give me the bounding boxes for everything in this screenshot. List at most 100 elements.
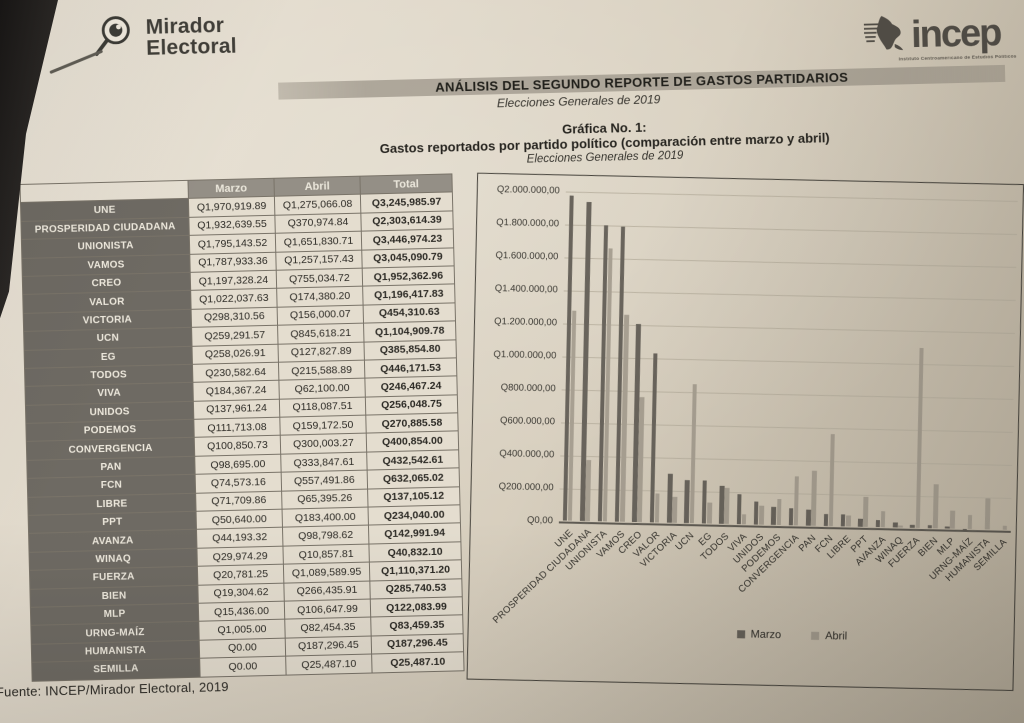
total-value-cell: Q137,105.12 <box>367 486 460 508</box>
y-tick-label: Q1.200.000,00 <box>494 316 558 329</box>
y-tick-label: Q1.400.000,00 <box>494 283 558 296</box>
marzo-value-cell: Q137,961.24 <box>193 398 280 420</box>
marzo-value-cell: Q230,582.64 <box>192 362 279 383</box>
marzo-value-cell: Q258,026.91 <box>192 343 279 365</box>
bar-marzo <box>910 524 915 528</box>
total-value-cell: Q454,310.63 <box>363 302 456 324</box>
abril-value-cell: Q370,974.84 <box>274 212 362 234</box>
abril-value-cell: Q557,491.86 <box>281 470 368 491</box>
x-axis <box>478 174 1023 185</box>
bar-abril <box>828 434 835 527</box>
abril-value-cell: Q300,003.27 <box>280 433 367 455</box>
incep-logo: incep Instituto Centroamericano de Estud… <box>863 11 1017 62</box>
marzo-value-cell: Q71,709.86 <box>195 490 283 512</box>
total-value-cell: Q632,065.02 <box>367 468 460 489</box>
bar-abril <box>811 470 817 526</box>
bar-abril <box>880 510 886 528</box>
marzo-value-cell: Q100,850.73 <box>194 435 281 457</box>
marzo-value-cell: Q29,974.29 <box>196 545 284 567</box>
marzo-value-cell: Q19,304.62 <box>197 582 285 604</box>
bar-marzo <box>875 519 881 528</box>
marzo-value-cell: Q44,193.32 <box>196 527 283 549</box>
legend-swatch-abril <box>811 631 820 640</box>
total-value-cell: Q40,832.10 <box>368 541 462 563</box>
abril-value-cell: Q127,827.89 <box>277 341 365 363</box>
marzo-value-cell: Q1,197,328.24 <box>190 270 277 291</box>
total-value-cell: Q1,104,909.78 <box>363 320 456 342</box>
total-value-cell: Q256,048.75 <box>365 394 458 416</box>
gridline <box>565 191 1018 202</box>
gridline <box>562 323 1015 334</box>
marzo-value-cell: Q259,291.57 <box>191 325 278 346</box>
y-tick-label: Q400.000,00 <box>499 448 555 461</box>
y-tick-label: Q0,00 <box>526 514 553 527</box>
y-tick-label: Q2.000.000,00 <box>496 184 560 197</box>
abril-value-cell: Q98,798.62 <box>282 525 369 546</box>
gridline <box>563 290 1016 301</box>
bar-abril <box>967 515 973 530</box>
x-axis-line <box>558 521 1011 533</box>
marzo-value-cell: Q1,005.00 <box>198 619 286 640</box>
gridline <box>560 422 1013 433</box>
abril-value-cell: Q118,087.51 <box>279 396 366 418</box>
abril-value-cell: Q65,395.26 <box>281 488 369 510</box>
abril-value-cell: Q755,034.72 <box>276 268 363 289</box>
incep-logo-text: incep <box>910 11 1001 57</box>
abril-value-cell: Q333,847.61 <box>280 451 368 473</box>
bar-marzo <box>858 518 863 527</box>
marzo-value-cell: Q0.00 <box>199 656 287 677</box>
bar-abril <box>845 515 851 527</box>
gridline <box>561 389 1014 400</box>
y-tick-label: Q1.000.000,00 <box>493 349 557 362</box>
abril-value-cell: Q1,257,157.43 <box>275 249 363 271</box>
marzo-value-cell: Q1,787,933.36 <box>189 251 277 273</box>
abril-value-cell: Q187,296.45 <box>285 635 372 657</box>
marzo-value-cell: Q111,713.08 <box>193 417 281 438</box>
abril-value-cell: Q845,618.21 <box>277 323 364 344</box>
mirador-electoral-logo: Mirador Electoral <box>87 9 237 69</box>
marzo-value-cell: Q184,367.24 <box>192 380 280 401</box>
marzo-value-cell: Q1,795,143.52 <box>189 233 276 254</box>
legend-swatch-marzo <box>736 630 745 639</box>
bar-abril <box>863 496 869 527</box>
marzo-value-cell: Q74,573.16 <box>195 472 282 493</box>
source-note: Fuente: INCEP/Mirador Electoral, 2019 <box>0 679 229 700</box>
plot-area <box>558 191 1018 533</box>
total-value-cell: Q3,446,974.23 <box>361 229 454 250</box>
marzo-value-cell: Q1,970,919.89 <box>188 196 275 218</box>
total-value-cell: Q25,487.10 <box>371 651 465 673</box>
bar-marzo <box>892 522 898 528</box>
abril-value-cell: Q62,100.00 <box>278 378 366 399</box>
marzo-value-cell: Q0.00 <box>199 637 286 659</box>
central-america-map-icon <box>863 16 904 50</box>
total-value-cell: Q2,303,614.39 <box>360 210 454 232</box>
bar-abril <box>950 511 956 529</box>
bar-abril <box>741 514 747 525</box>
marzo-value-cell: Q98,695.00 <box>194 454 282 475</box>
total-value-cell: Q1,196,417.83 <box>362 284 456 305</box>
bar-abril <box>654 493 660 523</box>
gridline <box>565 224 1017 235</box>
abril-value-cell: Q266,435.91 <box>283 580 371 602</box>
gridline <box>559 488 1012 499</box>
figure-heading: Gráfica No. 1: Gastos reportados por par… <box>174 110 1024 176</box>
abril-value-cell: Q25,487.10 <box>285 654 373 675</box>
bar-abril <box>689 383 697 524</box>
total-value-cell: Q285,740.53 <box>369 578 463 600</box>
bar-marzo <box>805 509 811 526</box>
total-value-cell: Q142,991.94 <box>368 523 461 544</box>
abril-value-cell: Q159,172.50 <box>279 415 367 436</box>
abril-value-cell: Q1,089,589.95 <box>283 562 370 583</box>
abril-value-cell: Q215,588.89 <box>278 360 365 381</box>
total-value-cell: Q1,110,371.20 <box>369 560 462 581</box>
gridline <box>560 455 1013 466</box>
marzo-value-cell: Q1,022,037.63 <box>190 288 278 310</box>
bar-marzo <box>771 506 777 525</box>
bar-abril <box>672 497 678 523</box>
abril-value-cell: Q156,000.07 <box>277 304 364 326</box>
bar-marzo <box>788 508 794 526</box>
abril-value-cell: Q183,400.00 <box>282 507 369 528</box>
bar-abril <box>758 505 764 525</box>
